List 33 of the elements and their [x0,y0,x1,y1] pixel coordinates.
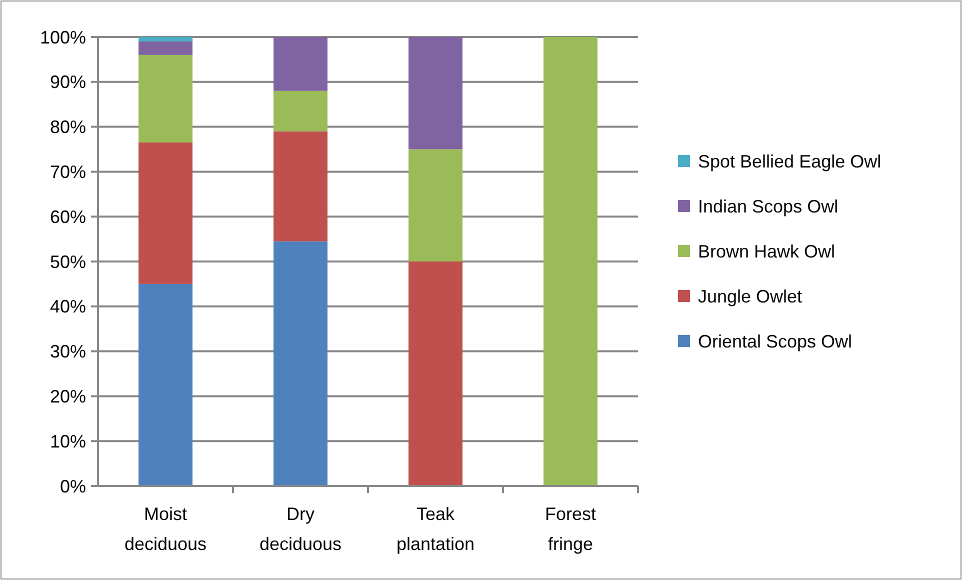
y-tick-label: 40% [50,296,86,317]
bar [274,37,328,91]
bar [138,41,192,55]
y-tick-label: 60% [50,206,86,227]
bar [274,241,328,486]
bar [138,37,192,42]
y-tick-label: 70% [50,162,86,182]
bar [408,262,462,486]
legend-label: Brown Hawk Owl [698,241,836,262]
y-tick-label: 20% [50,386,86,406]
bar [408,37,462,150]
y-tick-label: 0% [60,476,86,496]
y-tick-label: 90% [50,72,86,92]
y-tick-label: 10% [50,431,86,452]
bar [138,54,192,143]
bar [544,37,598,486]
y-tick-label: 80% [50,117,86,138]
x-tick-label: Dry deciduous [259,504,342,554]
legend-label: Jungle Owlet [698,286,802,306]
y-tick-label: 30% [50,342,86,362]
x-tick-label: Forest fringe [544,504,596,554]
legend-label: Oriental Scops Owl [698,331,852,352]
bar [138,284,192,486]
bar [138,142,192,284]
bar [274,90,328,132]
legend-label: Spot Bellied Eagle Owl [698,151,882,172]
bar [408,149,462,262]
x-tick-label: Teak plantation [396,504,475,554]
bar [274,131,328,242]
legend-label: Indian Scops Owl [698,196,838,216]
x-tick-label: Moist deciduous [124,504,207,554]
y-tick-label: 50% [50,252,86,272]
y-tick-label: 100% [40,27,86,48]
